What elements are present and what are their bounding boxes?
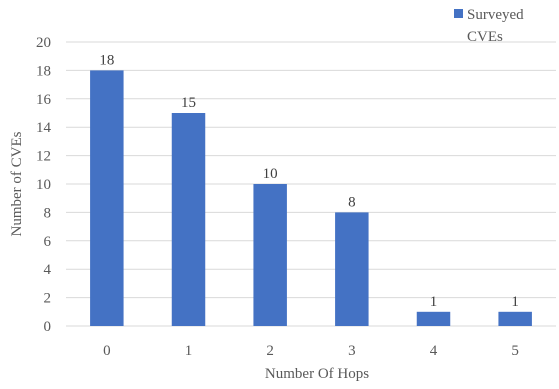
x-tick-labels: 0 1 2 3 4 5 [103, 343, 519, 359]
gridlines [66, 41, 556, 327]
y-tick-labels: 0 2 4 6 8 10 12 14 16 18 20 [36, 35, 52, 335]
bars [90, 70, 532, 327]
bar [498, 311, 532, 326]
y-axis-title: Number of CVEs [9, 131, 25, 236]
data-label: 8 [348, 194, 356, 210]
bar [171, 113, 206, 326]
bar [335, 212, 369, 326]
bar [90, 70, 124, 327]
x-tick-label: 0 [103, 343, 111, 359]
data-label: 18 [99, 52, 114, 68]
y-tick-label: 14 [36, 120, 52, 136]
y-tick-label: 16 [36, 92, 52, 108]
y-tick-label: 18 [36, 63, 51, 79]
data-label: 10 [263, 166, 278, 182]
y-tick-label: 2 [44, 291, 52, 307]
y-tick-label: 20 [36, 35, 51, 51]
y-tick-label: 12 [36, 149, 51, 165]
x-axis-title: Number Of Hops [265, 366, 369, 382]
y-tick-label: 0 [44, 319, 52, 335]
y-tick-label: 10 [36, 177, 51, 193]
data-label: 1 [430, 294, 438, 310]
bar [416, 311, 451, 326]
data-labels: 18 15 10 8 1 1 [99, 52, 519, 309]
x-tick-label: 1 [185, 343, 193, 359]
y-tick-label: 4 [44, 262, 52, 278]
x-tick-label: 5 [511, 343, 519, 359]
legend-label-line2: CVEs [467, 29, 503, 45]
y-tick-label: 6 [44, 234, 52, 250]
legend: Surveyed CVEs [454, 7, 524, 45]
x-tick-label: 4 [430, 343, 438, 359]
x-tick-label: 3 [348, 343, 356, 359]
legend-swatch [454, 9, 463, 18]
data-label: 1 [511, 294, 519, 310]
y-tick-label: 8 [44, 205, 52, 221]
bar [253, 184, 287, 326]
legend-label-line1: Surveyed [467, 7, 524, 23]
x-tick-label: 2 [266, 343, 274, 359]
data-label: 15 [181, 95, 196, 111]
